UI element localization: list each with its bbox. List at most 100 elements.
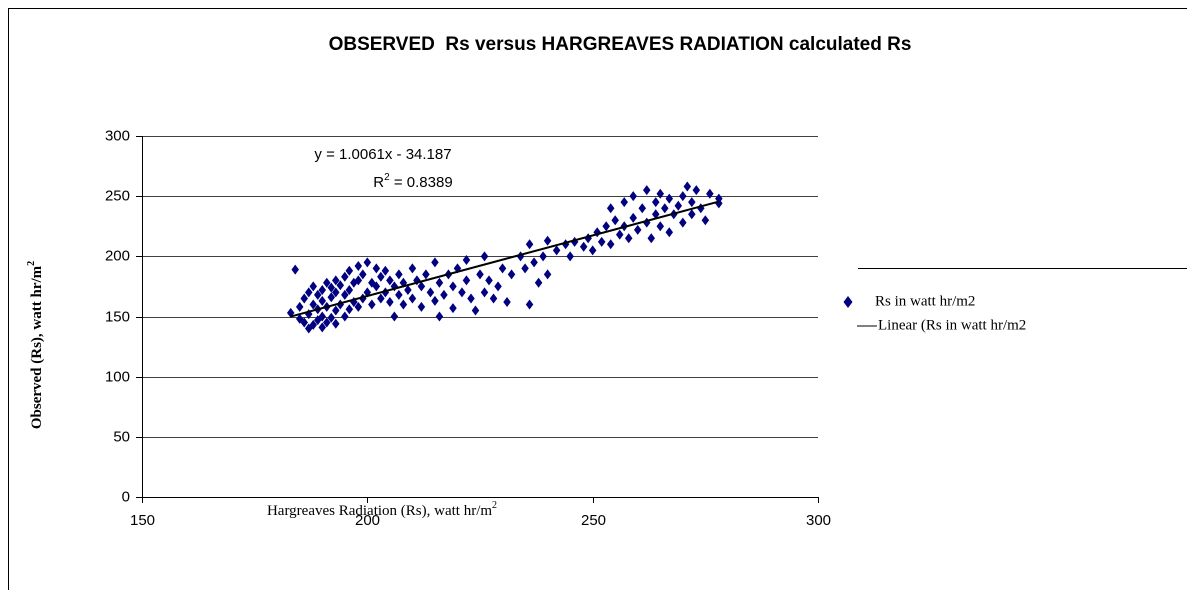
data-point	[318, 311, 327, 322]
data-point	[435, 277, 444, 288]
data-point	[399, 299, 408, 310]
data-point	[688, 197, 696, 208]
data-point	[314, 289, 322, 300]
data-point	[345, 304, 354, 315]
data-point	[620, 197, 628, 208]
data-point	[638, 203, 646, 214]
data-point	[525, 299, 534, 310]
data-point	[498, 263, 507, 274]
data-point	[377, 271, 385, 282]
data-point	[656, 188, 665, 199]
data-point	[602, 221, 610, 232]
data-point	[507, 269, 516, 280]
data-point	[624, 233, 633, 244]
data-point	[606, 203, 615, 214]
data-point	[354, 275, 363, 286]
data-point	[485, 275, 493, 286]
data-point	[372, 263, 381, 274]
data-point	[327, 292, 336, 303]
data-point	[579, 241, 588, 252]
data-point	[715, 198, 723, 209]
y-tick-label: 100	[105, 368, 130, 385]
data-point	[674, 200, 683, 211]
y-axis-label-text: Observed (Rs), watt hr/m	[29, 265, 45, 429]
trendline-equation: y = 1.0061x - 34.187	[314, 146, 451, 163]
data-point	[480, 287, 489, 298]
x-axis-label-text: Hargreaves Radiation (Rs), watt hr/m	[267, 503, 492, 519]
x-tick-label: 200	[355, 512, 380, 529]
legend-label: Linear (Rs in watt hr/m2	[878, 317, 1026, 333]
data-point	[318, 285, 327, 296]
data-point	[359, 269, 367, 280]
data-point	[615, 229, 624, 240]
data-point	[458, 287, 466, 298]
data-point	[377, 293, 385, 304]
data-point	[462, 275, 471, 286]
data-point	[503, 297, 511, 308]
data-point	[345, 285, 354, 296]
y-tick-label: 50	[113, 428, 130, 445]
data-point	[431, 295, 439, 306]
data-point	[692, 185, 701, 196]
data-point	[588, 245, 597, 256]
x-tick-label: 150	[130, 512, 155, 529]
data-point	[323, 277, 331, 288]
data-point	[327, 312, 336, 323]
x-tick-label: 300	[806, 512, 831, 529]
data-point	[323, 317, 331, 328]
data-point	[386, 275, 394, 286]
x-axis-label: Hargreaves Radiation (Rs), watt hr/m2	[267, 500, 497, 519]
data-point	[543, 235, 552, 246]
data-point	[633, 224, 642, 235]
y-axis-label: Observed (Rs), watt hr/m2	[26, 261, 45, 429]
data-point	[661, 203, 669, 214]
data-point	[566, 251, 574, 262]
data-point	[345, 265, 354, 276]
y-axis-label-sup: 2	[26, 261, 37, 266]
data-point	[327, 282, 336, 293]
r-squared-sup: 2	[384, 172, 390, 183]
data-point	[539, 251, 547, 262]
data-point	[647, 233, 656, 244]
data-point	[336, 280, 345, 291]
data-point	[688, 209, 696, 220]
data-point	[683, 181, 692, 192]
data-point	[606, 239, 615, 250]
data-point	[300, 317, 308, 328]
data-point	[431, 257, 439, 268]
data-point	[534, 277, 543, 288]
data-point	[530, 257, 538, 268]
data-point	[318, 322, 327, 333]
r-squared: R2 = 0.8389	[373, 172, 452, 191]
data-point	[291, 264, 299, 275]
trendline	[290, 200, 720, 318]
data-point	[304, 287, 313, 298]
data-point	[679, 191, 687, 202]
x-tick-label: 250	[581, 512, 606, 529]
data-point	[701, 215, 710, 226]
data-point	[332, 318, 340, 329]
data-point	[332, 275, 340, 286]
data-point	[354, 260, 363, 271]
data-point	[309, 299, 318, 310]
data-point	[611, 215, 619, 226]
data-point	[318, 295, 327, 306]
data-point	[440, 289, 448, 300]
data-point	[629, 212, 637, 223]
data-point	[552, 245, 561, 256]
data-point	[300, 293, 308, 304]
data-point	[656, 221, 665, 232]
data-point	[417, 301, 426, 312]
data-point	[309, 281, 318, 292]
legend-label: Rs in watt hr/m2	[875, 293, 975, 309]
chart-title: OBSERVED Rs versus HARGREAVES RADIATION …	[329, 34, 912, 55]
legend-marker	[843, 296, 853, 308]
r-squared-symbol: R	[373, 174, 384, 191]
data-point	[368, 299, 376, 310]
y-tick-label: 200	[105, 247, 130, 264]
data-point	[476, 269, 484, 280]
data-point	[404, 285, 412, 296]
data-point	[462, 254, 471, 265]
data-point	[679, 217, 687, 228]
